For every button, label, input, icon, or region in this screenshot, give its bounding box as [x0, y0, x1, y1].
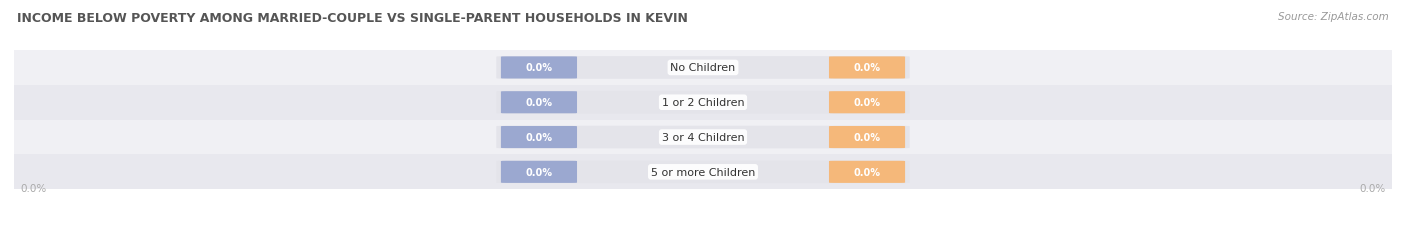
Text: 0.0%: 0.0%	[526, 63, 553, 73]
Text: 0.0%: 0.0%	[853, 63, 880, 73]
FancyBboxPatch shape	[830, 126, 905, 149]
Bar	[14, 155, 1392, 189]
Text: 5 or more Children: 5 or more Children	[651, 167, 755, 177]
FancyBboxPatch shape	[496, 161, 910, 183]
FancyBboxPatch shape	[830, 57, 905, 79]
Text: 0.0%: 0.0%	[1360, 183, 1385, 193]
Text: 3 or 4 Children: 3 or 4 Children	[662, 132, 744, 143]
FancyBboxPatch shape	[496, 91, 910, 114]
Text: 0.0%: 0.0%	[853, 167, 880, 177]
Text: 0.0%: 0.0%	[853, 98, 880, 108]
FancyBboxPatch shape	[501, 57, 576, 79]
Text: 0.0%: 0.0%	[526, 98, 553, 108]
Text: No Children: No Children	[671, 63, 735, 73]
Bar	[14, 120, 1392, 155]
FancyBboxPatch shape	[830, 92, 905, 114]
Text: 0.0%: 0.0%	[21, 183, 46, 193]
FancyBboxPatch shape	[496, 57, 910, 79]
Bar	[14, 85, 1392, 120]
FancyBboxPatch shape	[501, 161, 576, 183]
Bar	[14, 51, 1392, 85]
FancyBboxPatch shape	[501, 126, 576, 149]
Text: 0.0%: 0.0%	[853, 132, 880, 143]
Text: 1 or 2 Children: 1 or 2 Children	[662, 98, 744, 108]
Text: 0.0%: 0.0%	[526, 132, 553, 143]
FancyBboxPatch shape	[496, 126, 910, 149]
FancyBboxPatch shape	[830, 161, 905, 183]
Text: 0.0%: 0.0%	[526, 167, 553, 177]
FancyBboxPatch shape	[501, 92, 576, 114]
Text: Source: ZipAtlas.com: Source: ZipAtlas.com	[1278, 12, 1389, 21]
Text: INCOME BELOW POVERTY AMONG MARRIED-COUPLE VS SINGLE-PARENT HOUSEHOLDS IN KEVIN: INCOME BELOW POVERTY AMONG MARRIED-COUPL…	[17, 12, 688, 24]
